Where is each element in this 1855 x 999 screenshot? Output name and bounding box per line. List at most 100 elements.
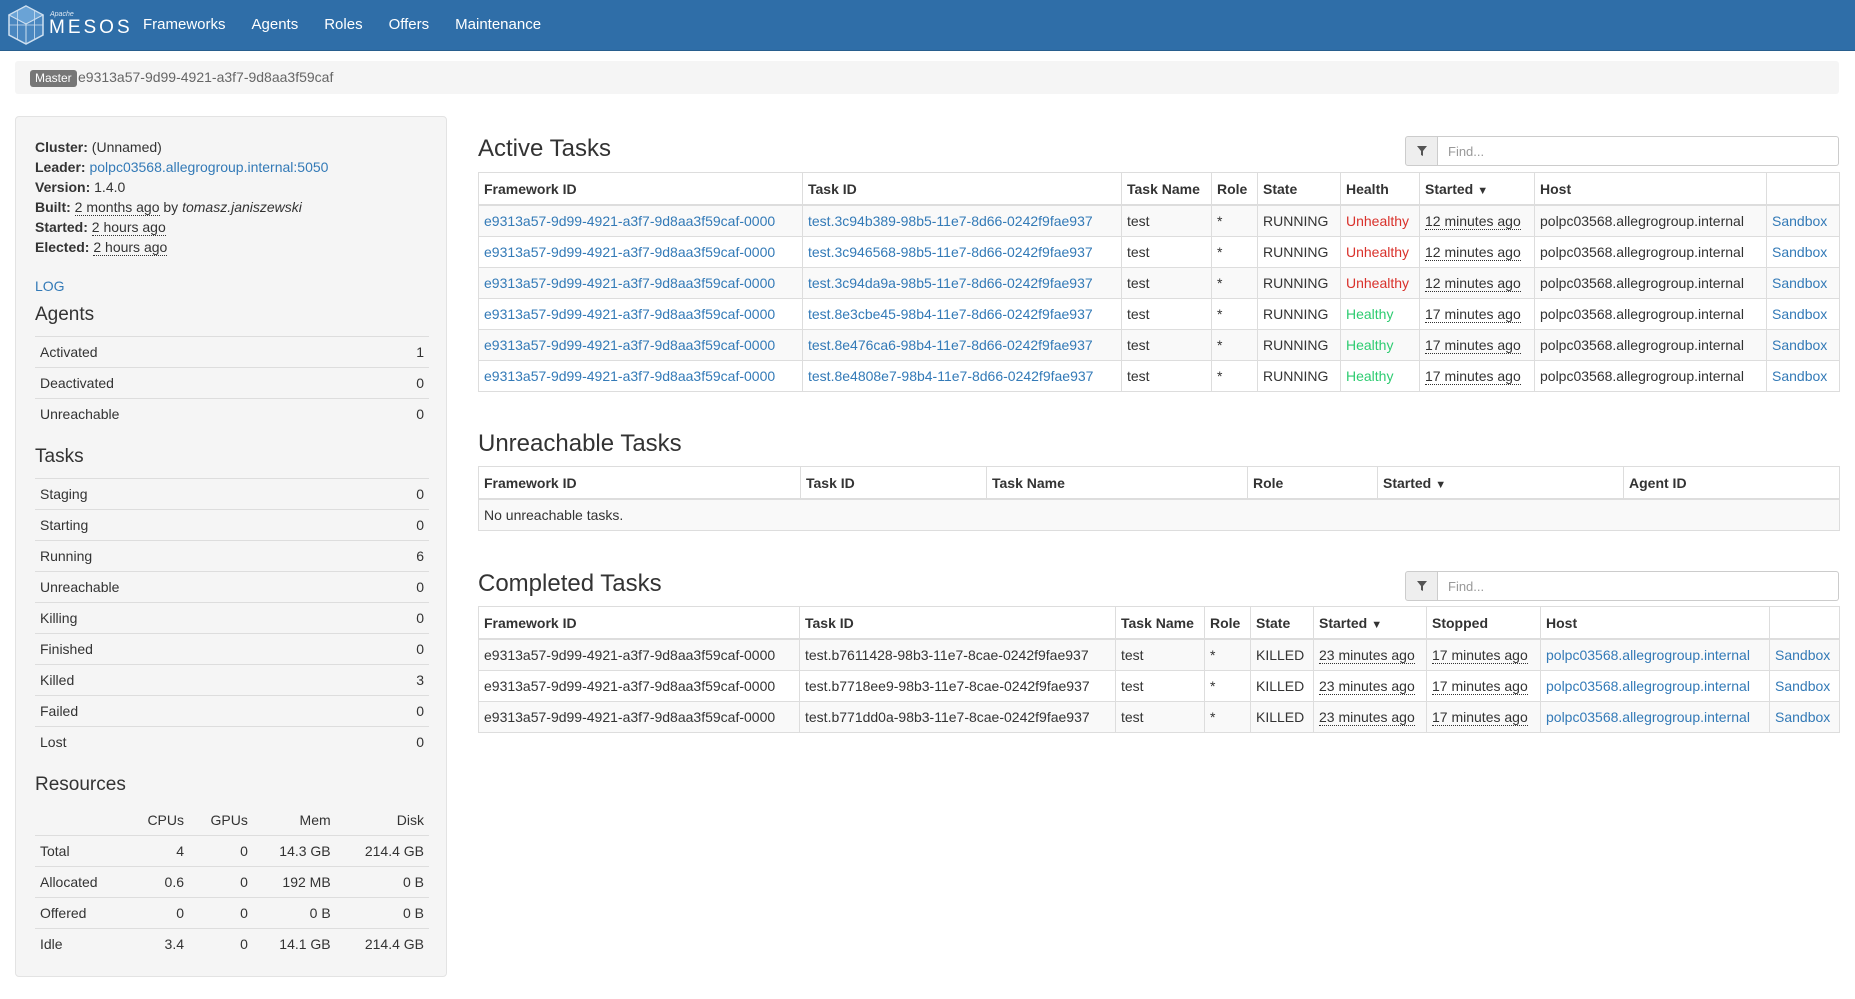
- table-row: e9313a57-9d99-4921-a3f7-9d8aa3f59caf-000…: [478, 236, 1840, 268]
- col-started[interactable]: Started ▼: [1419, 172, 1535, 206]
- col-stopped[interactable]: Stopped: [1426, 606, 1541, 640]
- task-state: RUNNING: [1257, 360, 1341, 392]
- active-tasks-filter: [1405, 136, 1839, 166]
- nav-item-offers[interactable]: Offers: [388, 16, 430, 33]
- task-role: *: [1204, 638, 1251, 671]
- navbar: Apache MESOS Frameworks Agents Roles Off…: [0, 0, 1855, 51]
- col-agent-id[interactable]: Agent ID: [1623, 466, 1840, 500]
- active-header-row: Framework ID Task ID Task Name Role Stat…: [478, 172, 1840, 206]
- completed-filter-button[interactable]: [1405, 571, 1438, 601]
- col-state[interactable]: State: [1257, 172, 1341, 206]
- sandbox-link[interactable]: Sandbox: [1772, 368, 1828, 384]
- task-state: RUNNING: [1257, 329, 1341, 361]
- task-started: 17 minutes ago: [1425, 337, 1521, 354]
- resources-table: CPUs GPUs Mem Disk Total 4 0 14.3 GB 214.4 G…: [35, 805, 429, 959]
- sandbox-link[interactable]: Sandbox: [1775, 647, 1831, 663]
- col-sandbox: [1769, 606, 1840, 640]
- host-link[interactable]: polpc03568.allegrogroup.internal: [1546, 647, 1750, 663]
- resource-cell: 0: [189, 835, 253, 867]
- stat-value: 1: [363, 336, 429, 368]
- task-link[interactable]: test.8e476ca6-98b4-11e7-8d66-0242f9fae93…: [808, 337, 1093, 353]
- col-host[interactable]: Host: [1534, 172, 1767, 206]
- leader-link[interactable]: polpc03568.allegrogroup.internal:5050: [89, 159, 329, 175]
- sandbox-link[interactable]: Sandbox: [1772, 337, 1828, 353]
- mesos-logo[interactable]: Apache MESOS: [6, 4, 146, 46]
- col-framework-id[interactable]: Framework ID: [478, 606, 800, 640]
- task-link[interactable]: test.3c94b389-98b5-11e7-8d66-0242f9fae93…: [808, 213, 1093, 229]
- started-value: 2 hours ago: [91, 219, 166, 236]
- unreachable-header-row: Framework ID Task ID Task Name Role Star…: [478, 466, 1840, 500]
- nav-item-frameworks[interactable]: Frameworks: [143, 16, 226, 33]
- task-role: *: [1204, 701, 1251, 733]
- completed-tasks-filter: [1405, 571, 1839, 601]
- task-name: test: [1115, 638, 1205, 671]
- col-framework-id[interactable]: Framework ID: [478, 466, 801, 500]
- framework-link[interactable]: e9313a57-9d99-4921-a3f7-9d8aa3f59caf-000…: [484, 244, 776, 260]
- empty-message: No unreachable tasks.: [478, 498, 1840, 531]
- nav-item-maintenance[interactable]: Maintenance: [455, 16, 542, 33]
- col-role[interactable]: Role: [1247, 466, 1378, 500]
- stat-value: 6: [363, 540, 429, 572]
- col-framework-id[interactable]: Framework ID: [478, 172, 803, 206]
- active-find-input[interactable]: [1438, 136, 1839, 166]
- task-link[interactable]: test.3c946568-98b5-11e7-8d66-0242f9fae93…: [808, 244, 1093, 260]
- active-filter-button[interactable]: [1405, 136, 1438, 166]
- col-task-name[interactable]: Task Name: [986, 466, 1248, 500]
- sandbox-link[interactable]: Sandbox: [1775, 678, 1831, 694]
- framework-link[interactable]: e9313a57-9d99-4921-a3f7-9d8aa3f59caf-000…: [484, 368, 776, 384]
- task-link[interactable]: test.8e4808e7-98b4-11e7-8d66-0242f9fae93…: [808, 368, 1094, 384]
- resources-header: CPUs: [147, 812, 184, 828]
- framework-link[interactable]: e9313a57-9d99-4921-a3f7-9d8aa3f59caf-000…: [484, 306, 776, 322]
- task-state: RUNNING: [1257, 298, 1341, 330]
- stat-label: Staging: [35, 478, 364, 510]
- task-health: Unhealthy: [1340, 236, 1420, 268]
- col-started[interactable]: Started ▼: [1377, 466, 1624, 500]
- framework-link[interactable]: e9313a57-9d99-4921-a3f7-9d8aa3f59caf-000…: [484, 337, 776, 353]
- col-task-id[interactable]: Task ID: [800, 466, 987, 500]
- framework-link[interactable]: e9313a57-9d99-4921-a3f7-9d8aa3f59caf-000…: [484, 213, 776, 229]
- host-link[interactable]: polpc03568.allegrogroup.internal: [1546, 709, 1750, 725]
- task-link[interactable]: test.3c94da9a-98b5-11e7-8d66-0242f9fae93…: [808, 275, 1093, 291]
- stat-value: 0: [363, 367, 429, 399]
- framework-id: e9313a57-9d99-4921-a3f7-9d8aa3f59caf-000…: [478, 638, 800, 671]
- col-host[interactable]: Host: [1540, 606, 1770, 640]
- task-link[interactable]: test.8e3cbe45-98b4-11e7-8d66-0242f9fae93…: [808, 306, 1093, 322]
- col-state[interactable]: State: [1250, 606, 1314, 640]
- col-task-name[interactable]: Task Name: [1121, 172, 1212, 206]
- col-role[interactable]: Role: [1204, 606, 1251, 640]
- nav-item-agents[interactable]: Agents: [251, 16, 299, 33]
- completed-find-input[interactable]: [1438, 571, 1839, 601]
- sandbox-link[interactable]: Sandbox: [1772, 306, 1828, 322]
- col-task-id[interactable]: Task ID: [802, 172, 1122, 206]
- host-link[interactable]: polpc03568.allegrogroup.internal: [1546, 678, 1750, 694]
- task-name: test: [1115, 670, 1205, 702]
- nav-item-roles[interactable]: Roles: [324, 16, 363, 33]
- resource-cell: 0: [189, 866, 253, 898]
- col-health[interactable]: Health: [1340, 172, 1420, 206]
- task-state: KILLED: [1250, 670, 1314, 702]
- framework-id: e9313a57-9d99-4921-a3f7-9d8aa3f59caf-000…: [478, 670, 800, 702]
- task-host: polpc03568.allegrogroup.internal: [1534, 267, 1767, 299]
- task-name: test: [1121, 329, 1212, 361]
- sandbox-link[interactable]: Sandbox: [1772, 213, 1828, 229]
- resource-cell: 0: [189, 897, 253, 929]
- stat-label: Deactivated: [35, 367, 364, 399]
- task-stopped: 17 minutes ago: [1432, 678, 1528, 695]
- tasks-row: Failed 0: [35, 695, 429, 727]
- log-link[interactable]: LOG: [35, 278, 65, 294]
- tasks-row: Staging 0: [35, 478, 429, 510]
- col-role[interactable]: Role: [1211, 172, 1258, 206]
- task-stopped: 17 minutes ago: [1432, 647, 1528, 664]
- sandbox-link[interactable]: Sandbox: [1772, 244, 1828, 260]
- sort-desc-icon: ▼: [1435, 478, 1447, 491]
- col-task-name[interactable]: Task Name: [1115, 606, 1205, 640]
- sandbox-link[interactable]: Sandbox: [1775, 709, 1831, 725]
- resources-row: Allocated 0.6 0 192 MB 0 B: [35, 866, 429, 898]
- filter-icon: [1416, 146, 1427, 156]
- framework-link[interactable]: e9313a57-9d99-4921-a3f7-9d8aa3f59caf-000…: [484, 275, 776, 291]
- col-started[interactable]: Started ▼: [1313, 606, 1427, 640]
- task-host: polpc03568.allegrogroup.internal: [1534, 329, 1767, 361]
- col-task-id[interactable]: Task ID: [799, 606, 1116, 640]
- sandbox-link[interactable]: Sandbox: [1772, 275, 1828, 291]
- task-health: Unhealthy: [1340, 204, 1420, 237]
